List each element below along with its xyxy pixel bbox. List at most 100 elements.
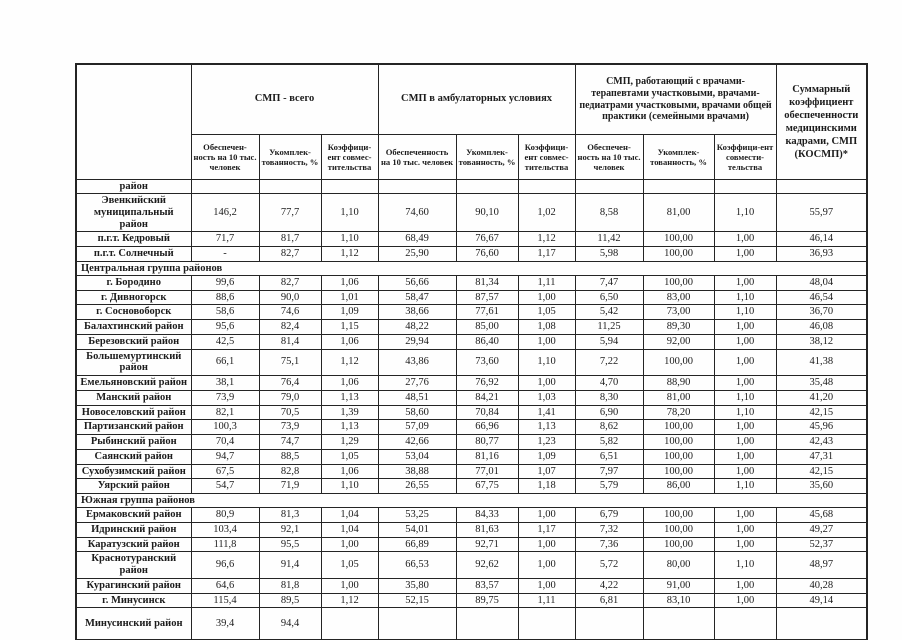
value-cell: 1,00 xyxy=(517,551,576,579)
table-row: Новоселовский район 82,1 70,5 1,39 58,60 70,… xyxy=(75,404,868,421)
value-cell: 77,01 xyxy=(455,463,519,480)
value-cell: 1,41 xyxy=(517,404,576,421)
value-cell: 48,51 xyxy=(377,389,457,406)
value-cell: 1,00 xyxy=(713,521,777,538)
value-cell: 100,00 xyxy=(642,448,715,465)
value-cell: 4,22 xyxy=(574,577,644,594)
group-header-smp-total: СМП - всего xyxy=(190,63,379,135)
value-cell: 1,12 xyxy=(517,231,576,248)
value-cell: 71,7 xyxy=(190,231,260,248)
value-cell: 75,1 xyxy=(258,348,322,377)
value-cell: 1,10 xyxy=(713,304,777,321)
table-row: Сухобузимский район 67,5 82,8 1,06 38,88 77,… xyxy=(75,463,868,480)
value-cell: 11,25 xyxy=(574,319,644,335)
value-cell: 58,47 xyxy=(377,289,457,306)
value-cell: 1,00 xyxy=(713,577,777,594)
value-cell: 47,31 xyxy=(775,448,868,465)
district-name: г. Дивногорск xyxy=(75,289,192,306)
value-cell: 66,96 xyxy=(455,419,519,436)
group-header-smp-district-doctors: СМП, работающий с врачами-терапевтами уч… xyxy=(574,63,777,135)
value-cell: 77,61 xyxy=(455,304,519,321)
value-cell: 1,00 xyxy=(517,536,576,553)
value-cell: 87,57 xyxy=(455,289,519,306)
value-cell: 85,00 xyxy=(455,319,519,335)
value-cell: 1,00 xyxy=(320,577,379,594)
value-cell: 1,00 xyxy=(713,319,777,335)
district-name: г. Минусинск xyxy=(75,592,192,609)
value-cell: 81,8 xyxy=(258,577,322,594)
table-row: Курагинский район 64,6 81,8 1,00 35,80 83,57… xyxy=(75,577,868,594)
value-cell: 1,10 xyxy=(713,193,777,233)
value-cell: 1,00 xyxy=(713,419,777,436)
table-row: Саянский район 94,7 88,5 1,05 53,04 81,16 1,0… xyxy=(75,448,868,465)
value-cell: 91,4 xyxy=(258,551,322,579)
value-cell: 81,7 xyxy=(258,231,322,248)
table-row: Каратузский район 111,8 95,5 1,00 66,89 92,7… xyxy=(75,536,868,553)
value-cell: 1,01 xyxy=(320,289,379,306)
value-cell: 73,00 xyxy=(642,304,715,321)
value-cell xyxy=(713,607,777,640)
value-cell: 83,00 xyxy=(642,289,715,306)
value-cell: 1,00 xyxy=(517,577,576,594)
value-cell: 81,63 xyxy=(455,521,519,538)
value-cell: 41,20 xyxy=(775,389,868,406)
value-cell: 67,5 xyxy=(190,463,260,480)
value-cell: 64,6 xyxy=(190,577,260,594)
value-cell: 70,84 xyxy=(455,404,519,421)
value-cell: 41,38 xyxy=(775,348,868,377)
value-cell: 1,12 xyxy=(320,348,379,377)
value-cell: 1,00 xyxy=(713,536,777,553)
table-row: Березовский район 42,5 81,4 1,06 29,94 86,40… xyxy=(75,333,868,350)
value-cell: 86,00 xyxy=(642,478,715,495)
value-cell: 54,01 xyxy=(377,521,457,538)
value-cell: 1,00 xyxy=(713,274,777,291)
value-cell: 1,04 xyxy=(320,521,379,538)
value-cell: 79,0 xyxy=(258,389,322,406)
value-cell: 57,09 xyxy=(377,419,457,436)
header-group-row: СМП - всего СМП в амбулаторных условиях … xyxy=(75,63,868,180)
value-cell: 42,66 xyxy=(377,434,457,450)
table-row: Манский район 73,9 79,0 1,13 48,51 84,21 1,03… xyxy=(75,389,868,406)
value-cell xyxy=(377,607,457,640)
value-cell: 66,1 xyxy=(190,348,260,377)
value-cell: 90,0 xyxy=(258,289,322,306)
value-cell: 81,00 xyxy=(642,389,715,406)
value-cell: 36,93 xyxy=(775,246,868,262)
value-cell: 1,10 xyxy=(713,551,777,579)
value-cell: 1,10 xyxy=(320,193,379,233)
subheader-coefficient-3: Коэффици-ент совмести-тельства xyxy=(713,134,777,180)
value-cell: 7,47 xyxy=(574,274,644,291)
value-cell: 1,00 xyxy=(713,507,777,523)
value-cell: 1,06 xyxy=(320,463,379,480)
value-cell: 94,7 xyxy=(190,448,260,465)
value-cell: 70,4 xyxy=(190,434,260,450)
value-cell: 68,49 xyxy=(377,231,457,248)
value-cell: 1,05 xyxy=(517,304,576,321)
value-cell: 71,9 xyxy=(258,478,322,495)
value-cell: 1,10 xyxy=(713,289,777,306)
value-cell: 1,00 xyxy=(713,348,777,377)
value-cell: 46,14 xyxy=(775,231,868,248)
value-cell: 78,20 xyxy=(642,404,715,421)
table-row: г. Бородино 99,6 82,7 1,06 56,66 81,34 1,11 7,… xyxy=(75,274,868,291)
value-cell: 1,05 xyxy=(320,448,379,465)
corner-empty-cell xyxy=(75,63,192,180)
value-cell: 6,79 xyxy=(574,507,644,523)
table-row: Балахтинский район 95,6 82,4 1,15 48,22 85,0… xyxy=(75,319,868,335)
district-name: Березовский район xyxy=(75,333,192,350)
table-row: Партизанский район 100,3 73,9 1,13 57,09 66,… xyxy=(75,419,868,436)
value-cell: 100,00 xyxy=(642,246,715,262)
table-row: г. Минусинск 115,4 89,5 1,12 52,15 89,75 1,11… xyxy=(75,592,868,609)
value-cell: 86,40 xyxy=(455,333,519,350)
value-cell: 49,14 xyxy=(775,592,868,609)
district-name: Сухобузимский район xyxy=(75,463,192,480)
value-cell: 5,98 xyxy=(574,246,644,262)
value-cell: 1,00 xyxy=(713,448,777,465)
subheader-coefficient-2: Коэффици-ент совмес-тительства xyxy=(517,134,576,180)
district-name: г. Сосновоборск xyxy=(75,304,192,321)
value-cell: 6,50 xyxy=(574,289,644,306)
district-name: Новоселовский район xyxy=(75,404,192,421)
value-cell: 1,17 xyxy=(517,246,576,262)
value-cell: 76,4 xyxy=(258,375,322,391)
value-cell: 1,00 xyxy=(517,375,576,391)
